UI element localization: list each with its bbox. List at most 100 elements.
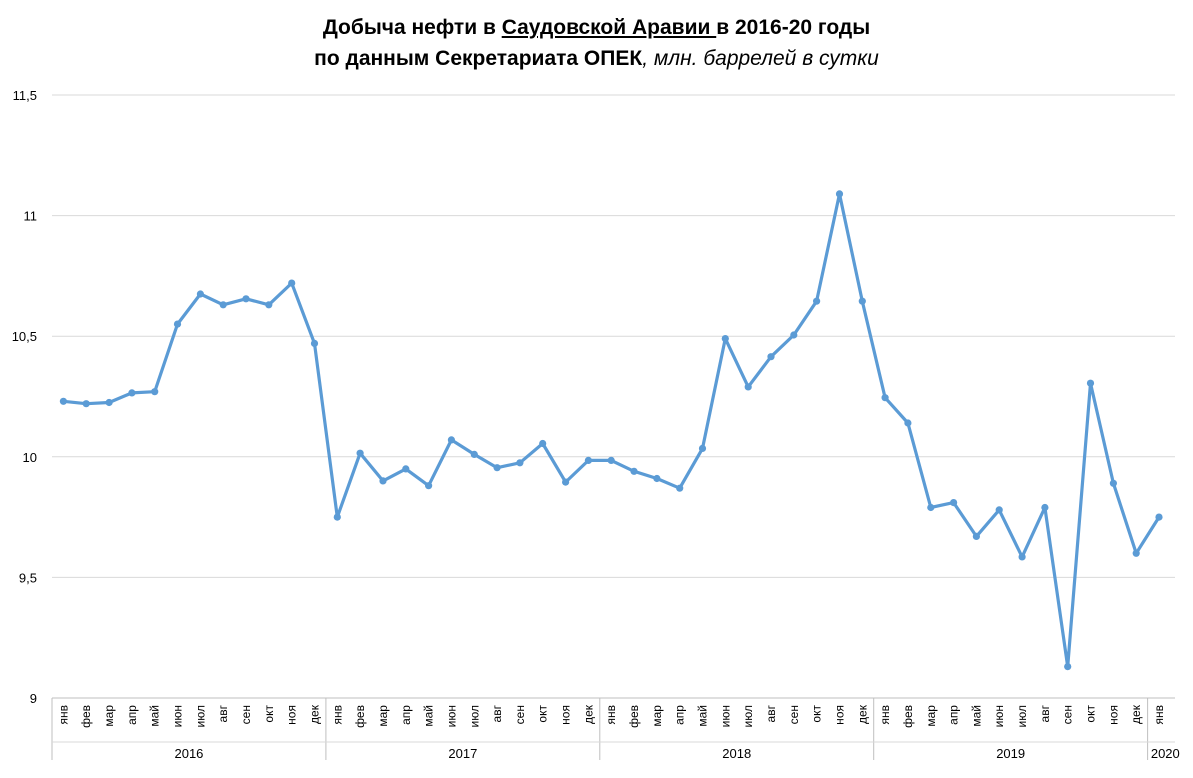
month-tick-label: июн (444, 705, 458, 727)
data-point (562, 478, 570, 486)
chart-title: Добыча нефти в Саудовской Аравии в 2016-… (0, 12, 1193, 74)
y-tick-label: 10,5 (12, 329, 37, 344)
data-point (995, 506, 1003, 514)
data-point (59, 397, 67, 405)
data-point (196, 290, 204, 298)
year-label: 2019 (996, 746, 1025, 761)
data-point (82, 400, 90, 408)
data-point (402, 465, 410, 473)
month-tick-label: сен (239, 705, 253, 724)
data-point (173, 320, 182, 328)
data-point (813, 297, 821, 305)
month-tick-label: янв (604, 705, 618, 725)
data-point (425, 482, 433, 490)
title-country: Саудовской Аравии (501, 16, 717, 39)
month-tick-label: ноя (832, 705, 846, 725)
month-tick-label: дек (855, 704, 869, 724)
month-tick-label: окт (262, 705, 276, 723)
month-tick-label: мар (376, 705, 390, 727)
data-point (653, 474, 661, 483)
month-tick-label: апр (673, 705, 687, 725)
month-tick-label: авг (490, 704, 504, 722)
data-point (904, 419, 912, 427)
data-point (447, 436, 455, 444)
month-tick-label: окт (1084, 705, 1098, 723)
series-line (61, 192, 1161, 669)
data-point (516, 459, 524, 467)
title-line1-pre: Добыча нефти в (322, 16, 502, 39)
data-point (1086, 379, 1095, 387)
month-tick-label: ноя (285, 705, 299, 725)
month-tick-label: ноя (559, 705, 573, 725)
data-point (1064, 663, 1072, 671)
data-point (1132, 549, 1140, 557)
data-point (1155, 513, 1163, 521)
data-point (881, 394, 889, 402)
data-point (265, 301, 273, 309)
y-tick-label: 11,5 (13, 88, 37, 103)
year-label: 2018 (722, 746, 751, 761)
data-point (242, 295, 250, 303)
y-tick-label: 11 (24, 209, 38, 224)
data-point (790, 331, 798, 339)
data-point (493, 464, 501, 472)
data-point (835, 190, 844, 198)
month-tick-label: ноя (1106, 705, 1120, 725)
month-tick-label: апр (947, 705, 961, 725)
month-tick-label: июл (741, 705, 755, 727)
month-tick-label: сен (513, 705, 527, 724)
data-point (128, 389, 136, 397)
title-line-1: Добыча нефти в Саудовской Аравии в 2016-… (0, 12, 1193, 43)
month-tick-label: мар (102, 705, 116, 727)
title-line2-main: по данным Секретариата ОПЕК (314, 47, 643, 70)
data-point (356, 449, 364, 457)
y-tick-label: 10 (23, 450, 37, 465)
title-units: , млн. баррелей в сутки (642, 47, 879, 70)
month-tick-label: янв (56, 705, 70, 725)
data-point (539, 439, 547, 448)
month-tick-label: окт (810, 705, 824, 723)
series-layer (59, 190, 1163, 671)
data-point (698, 444, 707, 452)
data-point (584, 456, 593, 464)
data-point (470, 450, 478, 458)
data-point (288, 279, 296, 287)
month-tick-label: янв (330, 705, 344, 725)
month-tick-label: авг (1038, 704, 1052, 722)
month-tick-label: апр (399, 705, 413, 725)
data-point (676, 484, 684, 492)
data-point (151, 388, 159, 396)
month-tick-label: июн (718, 705, 732, 727)
data-point (767, 353, 775, 361)
data-point (972, 532, 981, 541)
month-tick-label: май (148, 705, 162, 727)
data-point (630, 467, 638, 475)
month-tick-label: дек (307, 704, 321, 724)
month-tick-label: авг (764, 704, 778, 722)
data-point (744, 383, 752, 391)
year-label: 2016 (174, 746, 203, 761)
month-tick-label: янв (1152, 705, 1166, 725)
title-line1-post: в 2016-20 годы (716, 16, 871, 39)
y-tick-label: 9,5 (19, 570, 37, 585)
year-label: 2017 (448, 746, 477, 761)
month-tick-label: дек (1129, 704, 1143, 724)
data-point (1109, 479, 1117, 487)
month-tick-label: сен (1061, 705, 1075, 724)
data-point (219, 301, 227, 309)
data-point (607, 456, 615, 464)
title-line-2: по данным Секретариата ОПЕК, млн. баррел… (0, 43, 1193, 74)
data-point (950, 499, 958, 507)
data-point (333, 513, 341, 521)
data-point (379, 477, 387, 485)
month-tick-label: июл (193, 705, 207, 727)
month-tick-label: июн (171, 705, 185, 727)
month-tick-label: окт (536, 705, 550, 723)
month-tick-label: фев (79, 705, 93, 728)
data-point (927, 503, 935, 512)
y-tick-label: 9 (30, 691, 37, 706)
data-point (1041, 503, 1049, 512)
month-tick-label: авг (216, 704, 230, 722)
data-point (858, 297, 866, 305)
